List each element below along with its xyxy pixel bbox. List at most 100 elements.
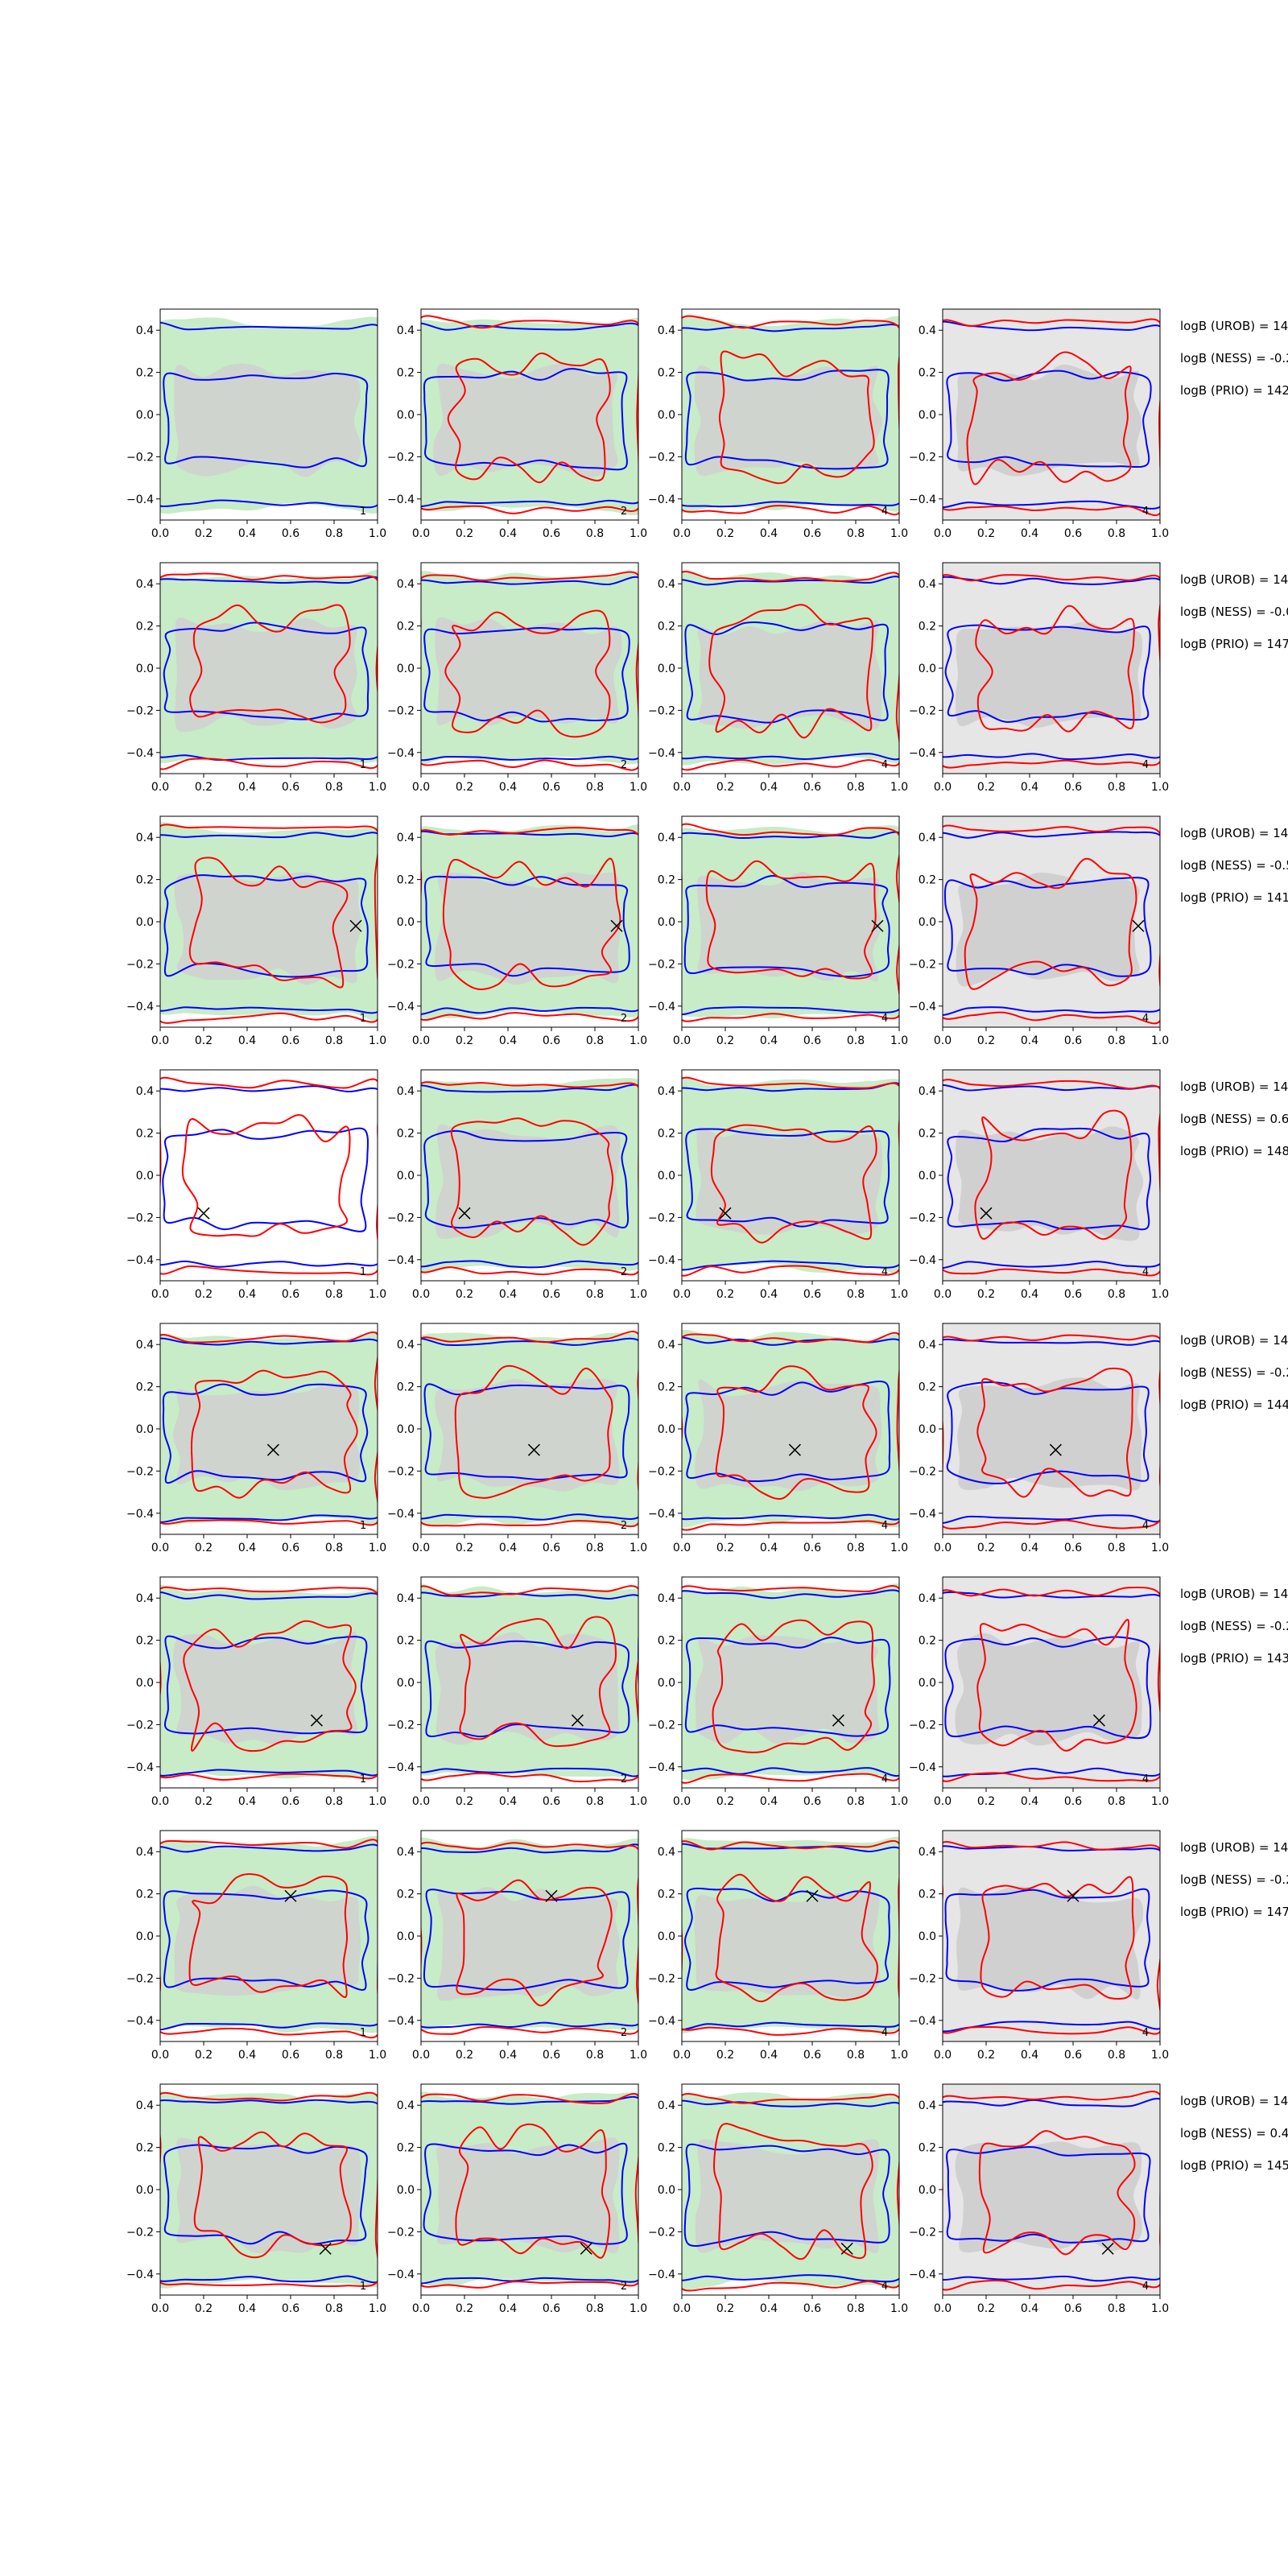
red-inner-contour: [188, 857, 349, 989]
logb-score-text: logB (UROB) = 144: [1180, 1333, 1288, 1348]
red-inner-contour: [183, 1620, 357, 1752]
logb-score-text: logB (NESS) = -0.0: [1180, 605, 1288, 619]
x-tick-label: 0.6: [282, 1542, 299, 1554]
y-tick-label: −0.2: [909, 704, 936, 717]
blue-outer-contour: [682, 2099, 899, 2283]
y-tick-label: 0.4: [658, 1339, 675, 1352]
x-marker: [871, 919, 884, 932]
x-tick-label: 1.0: [890, 781, 908, 794]
red-outer-contour: [943, 2091, 1160, 2291]
x-tick-label: 0.0: [934, 1288, 952, 1301]
x-tick-label: 0.6: [282, 527, 299, 540]
x-tick-label: 0.2: [195, 1542, 213, 1554]
blue-inner-contour: [424, 1640, 630, 1738]
y-tick-label: 0.2: [658, 367, 675, 380]
panel-index-label: 4: [1142, 1266, 1149, 1278]
x-tick-label: 0.6: [543, 1288, 560, 1301]
x-tick-label: 0.4: [499, 1288, 517, 1301]
y-tick-label: 0.0: [136, 1423, 154, 1436]
y-tick-label: −0.4: [648, 493, 675, 506]
blue-outer-contour: [421, 1843, 638, 2029]
blue-outer-contour: [682, 1589, 899, 1777]
plot-area: [943, 2084, 1160, 2295]
x-tick-label: 0.0: [673, 2302, 691, 2315]
x-tick-label: 0.2: [977, 1034, 995, 1047]
x-tick-label: 0.0: [934, 2049, 952, 2062]
subplot-panel: 0.0 0.2 0.4 0.6 0.8 1.0 0.4 0.2 0.0 −0.2 −0.4 4: [909, 1069, 1169, 1301]
y-tick-label: 0.0: [919, 1423, 936, 1436]
gray-region: [174, 363, 361, 477]
x-tick-label: 1.0: [630, 527, 647, 540]
blue-outer-contour: [421, 2095, 638, 2285]
x-tick-label: 0.4: [760, 1034, 778, 1047]
y-tick-label: 0.0: [658, 1423, 675, 1436]
x-tick-label: 1.0: [1151, 1542, 1169, 1554]
plot-area: [943, 816, 1160, 1027]
y-tick-label: −0.4: [648, 1508, 675, 1521]
panel-index-label: 1: [360, 1773, 366, 1785]
y-tick-label: 0.4: [397, 832, 415, 844]
red-outer-contour: [682, 315, 899, 516]
y-tick-label: 0.4: [397, 1085, 415, 1098]
x-tick-label: 0.8: [586, 1034, 604, 1047]
logb-score-text: logB (UROB) = 147: [1180, 1840, 1288, 1855]
y-tick-label: 0.2: [919, 1381, 936, 1394]
panel-index-label: 4: [881, 759, 888, 771]
x-tick-label: 0.6: [803, 1542, 821, 1554]
y-tick-label: 0.4: [658, 832, 675, 844]
y-tick-label: 0.0: [397, 663, 415, 675]
y-tick-label: 0.4: [397, 578, 415, 591]
y-tick-label: −0.2: [126, 704, 154, 717]
x-tick-label: 1.0: [890, 1288, 908, 1301]
y-tick-label: −0.4: [387, 1761, 415, 1774]
red-outer-contour: [682, 1839, 899, 2036]
subplot-panel: 0.0 0.2 0.4 0.6 0.8 1.0 0.4 0.2 0.0 −0.2 −0.4 1: [126, 2083, 386, 2315]
x-tick-label: 1.0: [369, 1795, 386, 1808]
subplot-panel: 0.0 0.2 0.4 0.6 0.8 1.0 0.4 0.2 0.0 −0.2 −0.4 1: [126, 1830, 386, 2062]
x-tick-label: 1.0: [1151, 2049, 1169, 2062]
y-tick-label: 0.4: [919, 1339, 936, 1352]
y-tick-label: −0.2: [387, 1465, 415, 1478]
subplot-panel: 0.0 0.2 0.4 0.6 0.8 1.0 0.4 0.2 0.0 −0.2 −0.4 2: [387, 815, 647, 1047]
red-inner-contour: [442, 857, 621, 991]
y-tick-label: 0.2: [919, 1889, 936, 1901]
x-tick-label: 0.4: [499, 527, 517, 540]
plot-area: [421, 824, 638, 1022]
panel-row: 0.0 0.2 0.4 0.6 0.8 1.00.40.20.0−0.2−0.410.0 0…: [126, 2083, 1288, 2315]
x-marker: [1101, 2242, 1114, 2255]
blue-inner-contour: [423, 2142, 628, 2245]
y-tick-label: 0.4: [397, 2099, 415, 2112]
panel-index-label: 1: [360, 1013, 366, 1025]
plot-area: [682, 315, 899, 516]
logb-score-text: logB (PRIO) = 1477: [1180, 1905, 1288, 1919]
blue-outer-contour: [160, 576, 378, 762]
blue-inner-contour: [684, 1637, 891, 1737]
x-marker: [1132, 919, 1145, 932]
y-tick-label: 0.4: [136, 1846, 154, 1859]
blue-outer-contour: [160, 1337, 378, 1523]
x-tick-label: 0.2: [716, 781, 734, 794]
x-tick-label: 0.0: [673, 1288, 691, 1301]
x-tick-label: 0.8: [325, 781, 343, 794]
y-tick-label: −0.2: [387, 704, 415, 717]
x-tick-label: 0.0: [934, 1542, 952, 1554]
red-inner-contour: [450, 1117, 614, 1246]
blue-outer-contour: [160, 1085, 378, 1268]
x-marker: [832, 1714, 844, 1727]
x-tick-label: 0.4: [760, 1795, 778, 1808]
x-tick-label: 0.4: [499, 1034, 517, 1047]
y-tick-label: −0.4: [387, 493, 415, 506]
red-inner-contour: [715, 1873, 878, 2003]
y-tick-label: 0.0: [136, 2184, 154, 2197]
x-tick-label: 0.6: [543, 1542, 560, 1554]
y-tick-label: −0.2: [648, 958, 675, 971]
panel-index-label: 4: [1142, 2281, 1149, 2293]
y-tick-label: 0.0: [658, 1677, 675, 1690]
panel-row: 0.0 0.2 0.4 0.6 0.8 1.00.40.20.0−0.2−0.410.0 0…: [126, 308, 1288, 540]
y-tick-label: −0.4: [909, 1761, 936, 1774]
x-tick-label: 0.8: [586, 781, 604, 794]
y-tick-label: −0.4: [648, 2268, 675, 2281]
x-tick-label: 0.6: [1064, 1288, 1082, 1301]
y-tick-label: 0.0: [919, 663, 936, 675]
x-tick-label: 0.2: [716, 1034, 734, 1047]
